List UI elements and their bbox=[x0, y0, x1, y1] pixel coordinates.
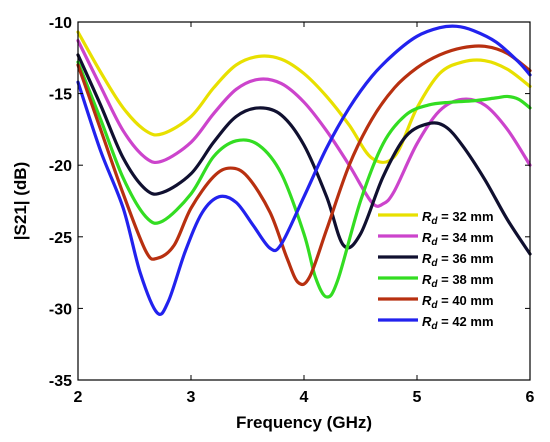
y-tick-label: -20 bbox=[49, 158, 72, 175]
series-line-1 bbox=[76, 30, 532, 165]
legend: Rd = 32 mm Rd = 34 mm Rd = 36 mm Rd = 38 mm… bbox=[378, 209, 494, 332]
series-line-4 bbox=[76, 60, 532, 299]
series-line-2 bbox=[76, 39, 532, 208]
y-axis-label: |S21| (dB) bbox=[11, 162, 30, 240]
x-tick-label: 3 bbox=[187, 389, 196, 406]
ticks-layer: 2 3 4 5 6 -35 -30 -25 -20 -15 -10 bbox=[49, 15, 535, 406]
x-axis-label: Frequency (GHz) bbox=[236, 413, 372, 432]
series-layer bbox=[76, 24, 532, 316]
x-tick-label: 6 bbox=[526, 389, 535, 406]
legend-label-4: Rd = 38 mm bbox=[422, 272, 494, 290]
x-tick-label: 4 bbox=[300, 389, 309, 406]
x-tick-label: 5 bbox=[413, 389, 422, 406]
y-tick-label: -10 bbox=[49, 15, 72, 32]
x-tick-label: 2 bbox=[74, 389, 83, 406]
y-tick-label: -35 bbox=[49, 373, 72, 390]
series-line-5 bbox=[76, 44, 532, 287]
legend-label-6: Rd = 42 mm bbox=[422, 314, 494, 332]
legend-label-2: Rd = 34 mm bbox=[422, 230, 494, 248]
y-tick-label: -30 bbox=[49, 301, 72, 318]
legend-label-5: Rd = 40 mm bbox=[422, 293, 494, 311]
legend-label-1: Rd = 32 mm bbox=[422, 209, 494, 227]
series-line-3 bbox=[76, 53, 532, 256]
y-tick-label: -15 bbox=[49, 87, 72, 104]
y-tick-label: -25 bbox=[49, 230, 72, 247]
legend-label-3: Rd = 36 mm bbox=[422, 251, 494, 269]
series-line-6 bbox=[76, 24, 532, 316]
